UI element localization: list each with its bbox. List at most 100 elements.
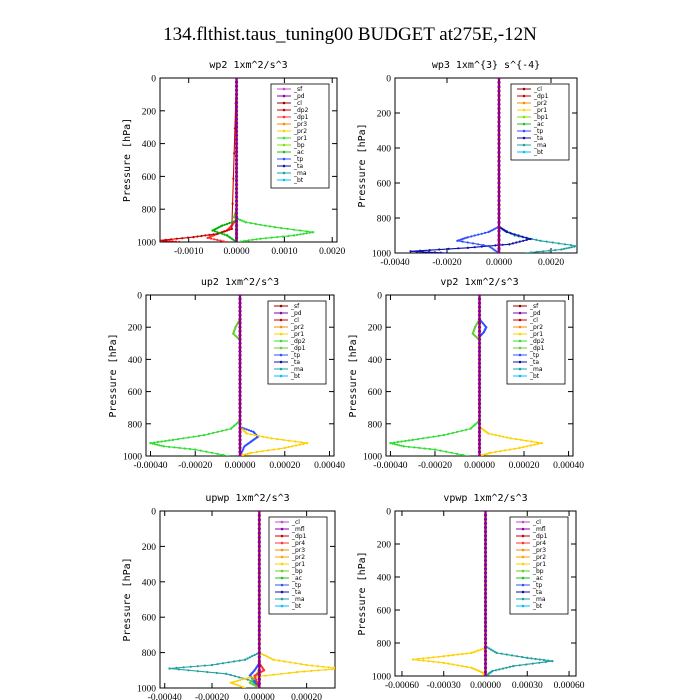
series-point (467, 454, 470, 456)
legend-marker (521, 604, 525, 608)
series-point (427, 656, 430, 660)
zero-profile-point (483, 567, 488, 571)
zero-profile-point (483, 587, 488, 592)
legend-marker (282, 87, 286, 91)
x-tick-label: 0.00030 (512, 681, 543, 691)
series-point (545, 240, 548, 243)
series-point (182, 666, 185, 669)
zero-profile-point (238, 313, 242, 317)
zero-profile-point (483, 645, 488, 649)
series-point (461, 453, 464, 456)
series-point (231, 202, 234, 205)
series-point (177, 438, 180, 441)
y-tick-label: 400 (128, 356, 143, 366)
series-point (232, 424, 236, 427)
series-point (396, 443, 399, 446)
legend-label: _ac (532, 575, 543, 582)
y-tick-label: 200 (368, 324, 383, 334)
y-tick-label: 0 (151, 75, 156, 85)
legend-label: _dp2 (529, 338, 545, 345)
legend-label: _pr2 (529, 324, 543, 331)
y-tick-label: 0 (137, 292, 142, 302)
y-tick-label: 600 (368, 388, 383, 398)
series-point (239, 218, 242, 221)
zero-profile-point (234, 224, 239, 228)
zero-profile-point (257, 589, 261, 593)
y-tick-label: 600 (128, 388, 143, 398)
zero-profile-point (497, 115, 501, 119)
series-point (537, 442, 540, 445)
zero-profile-point (477, 337, 482, 341)
legend-box (270, 83, 330, 189)
zero-profile-point (497, 142, 501, 146)
zero-profile-point (257, 518, 261, 522)
legend-label: _dp1 (532, 533, 548, 540)
series-point (427, 436, 430, 439)
plot-frame (159, 77, 338, 243)
legend-marker (521, 583, 525, 587)
series-point (278, 447, 281, 450)
zero-profile-point (497, 207, 501, 211)
zero-profile-point (497, 181, 501, 185)
series-point (460, 429, 463, 432)
plot-frame (394, 77, 578, 254)
legend-marker (279, 332, 283, 336)
series-point (233, 680, 236, 683)
zero-profile-point (477, 390, 482, 394)
legend-label: _tp (532, 582, 542, 589)
zero-profile-point (234, 158, 239, 162)
zero-profile-point (497, 220, 501, 224)
zero-profile-point (477, 382, 482, 386)
series-line-dp2 (160, 78, 238, 242)
zero-profile-point (234, 109, 239, 113)
series-point (268, 225, 272, 228)
series-point (287, 446, 290, 449)
series-point (409, 250, 412, 253)
legend-marker (518, 332, 522, 336)
zero-profile-point (257, 673, 261, 677)
series-point (471, 426, 474, 429)
zero-profile-point (497, 172, 501, 176)
series-point (192, 236, 195, 239)
series-point (298, 443, 301, 446)
zero-profile-point (234, 117, 239, 121)
x-tick-label: -0.00020 (418, 461, 452, 471)
legend-marker (522, 94, 526, 98)
series-point (407, 439, 411, 442)
y-tick-label: 600 (142, 173, 157, 183)
zero-profile-point (257, 549, 261, 553)
series-point (245, 428, 248, 431)
zero-profile-point (483, 657, 488, 662)
zero-profile-point (483, 511, 488, 513)
series-point (517, 234, 520, 237)
zero-profile-point (257, 606, 261, 611)
zero-profile-point (497, 107, 501, 111)
zero-profile-point (257, 513, 261, 518)
series-point (437, 434, 440, 437)
legend-marker (522, 143, 526, 147)
legend-marker (280, 548, 284, 552)
zero-profile-point (477, 361, 482, 365)
series-point (149, 442, 152, 445)
series-point (228, 228, 231, 231)
zero-profile-point (234, 113, 239, 117)
legend-marker (282, 136, 286, 140)
series-point (259, 237, 262, 240)
legend-label: _pr1 (291, 561, 305, 568)
series-point (242, 678, 245, 681)
zero-profile-point (483, 575, 488, 579)
panel-4: upwp 1xm^2/s^3 Pressure [hPa] 0 200 400 600 80… (122, 493, 336, 700)
series-point (245, 677, 248, 680)
zero-profile-point (257, 624, 261, 628)
legend-label: _dp1 (529, 345, 545, 352)
series-point (437, 655, 440, 658)
series-point (243, 239, 246, 242)
series-point (463, 237, 466, 240)
series-point (476, 669, 479, 672)
series-point (492, 228, 495, 231)
series-point (270, 236, 273, 239)
zero-profile-point (483, 674, 488, 676)
zero-profile-point (238, 422, 242, 426)
series-point (442, 434, 445, 437)
zero-profile-point (234, 228, 239, 232)
